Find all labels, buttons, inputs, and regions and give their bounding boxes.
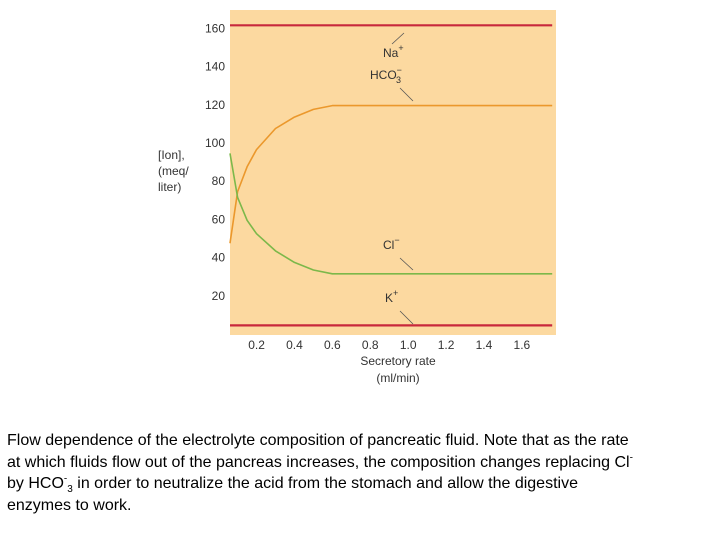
caption-text: Flow dependence of the electrolyte compo…: [7, 432, 629, 449]
x-tick-label: 0.8: [362, 338, 379, 352]
series-line: [229, 153, 553, 275]
caption-line: Flow dependence of the electrolyte compo…: [7, 430, 720, 452]
caption-text: in order to neutralize the acid from the…: [72, 475, 578, 492]
series-label: HCO− 3: [370, 65, 402, 85]
leader-line: [399, 310, 414, 325]
y-tick-label: 60: [212, 212, 226, 226]
chart: 20 40 60 80 100 120 140 160 0.2 0.4 0.6 0.8 1.0 1.2 1.…: [158, 10, 556, 385]
series-label: Cl−: [383, 235, 400, 252]
x-tick-label: 0.2: [248, 338, 265, 352]
x-tick-label: 1.6: [514, 338, 531, 352]
caption-text: -: [629, 452, 633, 464]
y-axis-label: [Ion],: [158, 148, 185, 162]
series-label-part: HCO: [370, 68, 397, 82]
caption-line: at which fluids flow out of the pancreas…: [7, 452, 720, 474]
series-label-part: K: [385, 291, 393, 305]
series-label-part: 3: [396, 75, 401, 85]
series-label-part: +: [398, 43, 403, 53]
x-axis-label: Secretory rate: [360, 354, 436, 368]
x-tick-label: 0.4: [286, 338, 303, 352]
x-tick-label: 1.4: [476, 338, 493, 352]
series-label-part: Na: [383, 46, 399, 60]
caption-text: at which fluids flow out of the pancreas…: [7, 453, 630, 471]
caption-text: enzymes to work.: [7, 496, 132, 514]
y-tick-label: 80: [212, 174, 226, 188]
y-tick-label: 40: [212, 251, 226, 265]
y-tick-label: 20: [212, 289, 226, 303]
x-tick-label: 0.6: [324, 338, 341, 352]
x-tick-label: 1.2: [438, 338, 455, 352]
x-tick-label: 1.0: [400, 338, 417, 352]
leader-line: [399, 87, 414, 102]
caption-text: by HCO: [7, 475, 64, 492]
y-tick-label: 120: [205, 98, 225, 112]
caption-text: -: [63, 473, 68, 485]
plot-background: [230, 10, 556, 335]
caption: Flow dependence of the electrolyte compo…: [7, 430, 720, 516]
series-line: [229, 104, 553, 244]
series-label-part: −: [394, 235, 399, 245]
y-axis-label: liter): [158, 180, 181, 194]
x-axis-label: (ml/min): [376, 371, 419, 385]
caption-text: 3: [67, 484, 73, 496]
caption-line: by HCO-3 in order to neutralize the acid…: [7, 473, 720, 495]
leader-line: [391, 32, 405, 45]
y-tick-label: 140: [205, 60, 225, 74]
leader-line: [399, 257, 414, 271]
y-axis-label: (meq/: [158, 164, 189, 178]
y-tick-label: 160: [205, 21, 225, 35]
series-label-part: +: [393, 288, 398, 298]
y-tick-label: 100: [205, 136, 225, 150]
series-label-part: Cl: [383, 238, 394, 252]
series-label-part: −: [397, 65, 402, 75]
series-label: Na+: [383, 43, 404, 60]
caption-line: enzymes to work.: [7, 495, 720, 517]
series-label: K+: [385, 288, 398, 305]
